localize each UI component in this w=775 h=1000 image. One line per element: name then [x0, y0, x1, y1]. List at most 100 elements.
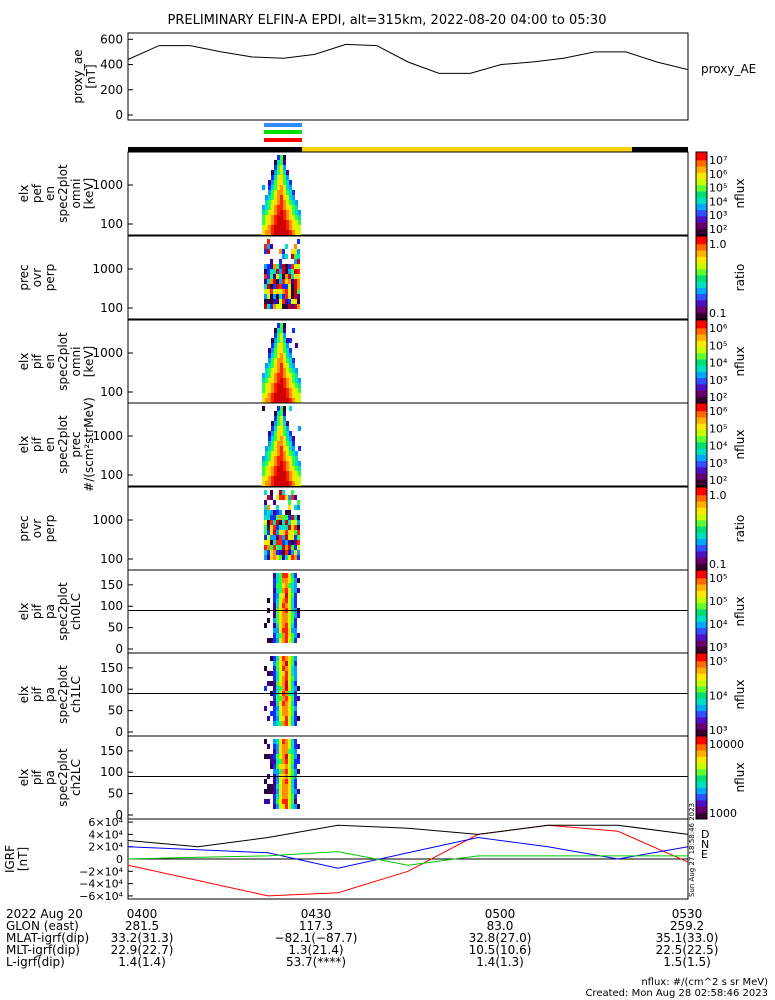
- spectrogram-cell: [280, 373, 283, 378]
- spectrogram-cell: [283, 225, 286, 230]
- spectrogram-cell: [285, 618, 288, 623]
- spectrogram-cell: [294, 638, 297, 643]
- spectrogram-cell: [271, 348, 274, 353]
- colorbar-cell: [696, 648, 707, 652]
- spectrogram-cell: [271, 466, 274, 471]
- spectrogram-cell: [268, 451, 271, 456]
- spectrogram-cell: [277, 466, 280, 471]
- colorbar-cell: [696, 256, 707, 260]
- spectrogram-cell: [291, 525, 294, 530]
- colorbar-tick-label: 10³: [709, 457, 727, 470]
- spectrogram-cell: [294, 279, 297, 284]
- spectrogram-cell: [279, 583, 282, 588]
- spectrogram-cell: [265, 461, 268, 466]
- colorbar-cell: [696, 729, 707, 733]
- spectrogram-cell: [285, 525, 288, 530]
- colorbar-cell: [696, 279, 707, 283]
- spectrogram-cell: [279, 535, 282, 540]
- spectrogram-cell: [271, 210, 274, 215]
- spectrogram-cell: [294, 505, 297, 510]
- colorbar-cell: [696, 752, 707, 756]
- spectrogram-cell: [279, 749, 282, 754]
- colorbar-cell: [696, 386, 707, 389]
- spectrogram-cell: [277, 476, 280, 481]
- y-tick-label: 100: [100, 217, 123, 231]
- spectrogram-cell: [267, 294, 270, 299]
- colorbar-cell: [696, 463, 707, 466]
- spectrogram-cell: [276, 623, 279, 628]
- colorbar-cell: [696, 733, 707, 737]
- colorbar-frame: [695, 151, 708, 236]
- spectrogram-cell: [283, 456, 286, 461]
- spectrogram-cell: [270, 681, 273, 686]
- colorbar-cell: [696, 248, 707, 252]
- spectrogram-cell: [276, 784, 279, 789]
- footer-value: 0400: [127, 907, 158, 921]
- spectrogram-cell: [267, 249, 270, 254]
- colorbar-cell: [696, 692, 707, 695]
- spectrogram-cell: [277, 406, 280, 411]
- spectrogram-cell: [283, 426, 286, 431]
- igrf-D-line: [127, 824, 689, 897]
- spectrogram-cell: [279, 593, 282, 598]
- spectrogram-cell: [297, 289, 300, 294]
- spectrogram-cell: [289, 210, 292, 215]
- spectrogram-cell: [277, 398, 280, 403]
- spectrogram-cell: [276, 505, 279, 510]
- spectrogram-cell: [292, 398, 295, 403]
- spectrogram-cell: [276, 789, 279, 794]
- colorbar-tick-label: 10³: [709, 724, 727, 737]
- spectrogram-cell: [276, 304, 279, 309]
- colorbar-cell: [696, 421, 707, 425]
- spectrogram-cell: [279, 555, 282, 560]
- spectrogram-cell: [283, 393, 286, 398]
- colorbar-cell: [696, 505, 707, 509]
- spectrogram-cell: [286, 195, 289, 200]
- spectrogram-cell: [289, 205, 292, 210]
- spectrogram-cell: [291, 784, 294, 789]
- spectrogram-cell: [280, 466, 283, 471]
- spectrogram-cell: [291, 804, 294, 809]
- spectrogram-cell: [282, 638, 285, 643]
- spectrogram-cell: [274, 358, 277, 363]
- spectrogram-cell: [286, 230, 289, 235]
- spectrogram-cell: [282, 603, 285, 608]
- spectrogram-cell: [289, 230, 292, 235]
- spectrogram-cell: [276, 289, 279, 294]
- spectrogram-cell: [265, 195, 268, 200]
- panel-ylabel: elxpifenspec2plotomni[keV]: [17, 332, 96, 391]
- spectrogram-cell: [276, 545, 279, 550]
- spectrogram-cell: [262, 476, 265, 481]
- spectrogram-cell: [298, 471, 301, 476]
- spectrogram-cell: [286, 200, 289, 205]
- spectrogram-cell: [267, 269, 270, 274]
- spectrogram-cell: [276, 661, 279, 666]
- y-tick-label: 100: [100, 599, 123, 613]
- colorbar-cell: [696, 298, 707, 301]
- colorbar-cell: [696, 260, 707, 264]
- colorbar-cell: [696, 427, 707, 431]
- colorbar-cell: [696, 671, 707, 675]
- spectrogram-cell: [273, 686, 276, 691]
- spectrogram-cell: [274, 421, 277, 426]
- spectrogram-cell: [297, 550, 300, 555]
- spectrogram-cell: [282, 779, 285, 784]
- spectrogram-cell: [265, 476, 268, 481]
- colorbar-cell: [696, 328, 707, 331]
- footer-row-label: MLT-igrf(dip): [6, 943, 80, 957]
- spectrogram-cell: [282, 744, 285, 749]
- spectrogram-cell: [274, 185, 277, 190]
- spectrogram-cell: [267, 515, 270, 520]
- colorbar-cell: [696, 396, 707, 400]
- colorbar-cell: [696, 158, 707, 161]
- spectrogram-cell: [297, 264, 300, 269]
- spectrogram-cell: [295, 393, 298, 398]
- spectrogram-cell: [276, 749, 279, 754]
- spectrogram-cell: [285, 804, 288, 809]
- spectrogram-cell: [294, 764, 297, 769]
- spectrogram-cell: [277, 230, 280, 235]
- footer-value: −82.1(−87.7): [275, 931, 358, 945]
- colorbar-cell: [696, 789, 707, 793]
- spectrogram-cell: [289, 441, 292, 446]
- spectrogram-cell: [276, 721, 279, 726]
